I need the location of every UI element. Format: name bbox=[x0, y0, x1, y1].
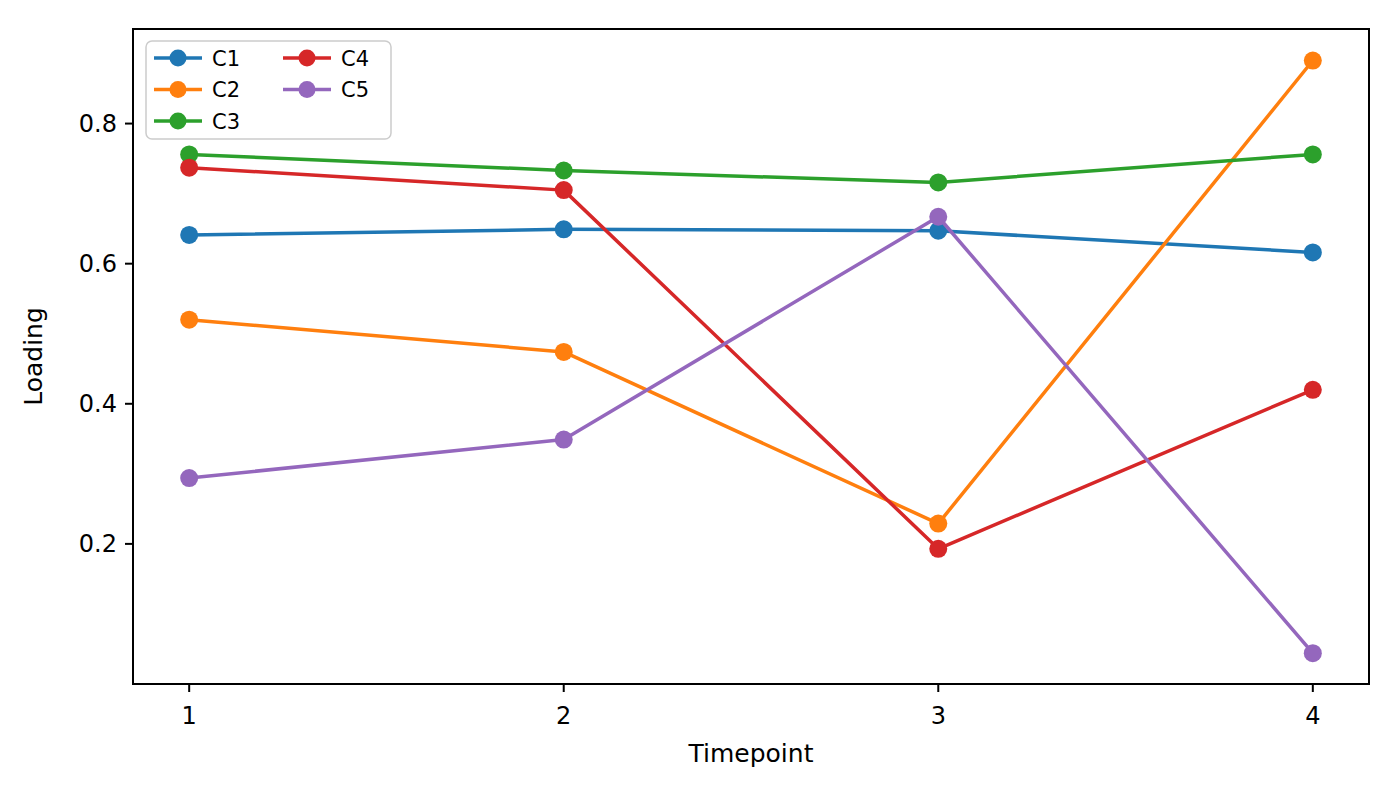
data-point-c1-t2 bbox=[555, 220, 573, 238]
data-point-c3-t4 bbox=[1304, 145, 1322, 163]
data-point-c5-t4 bbox=[1304, 644, 1322, 662]
series-line-c4 bbox=[189, 168, 1313, 549]
data-point-c3-t3 bbox=[929, 173, 947, 191]
loading-by-timepoint-chart: 1 2 3 4 0.2 0.4 0.6 0.8 Timepoint Loading C1 C2 C3 C4… bbox=[0, 0, 1400, 800]
series-line-c5 bbox=[189, 217, 1313, 653]
data-point-c2-t2 bbox=[555, 343, 573, 361]
data-point-c1-t4 bbox=[1304, 243, 1322, 261]
legend: C1 C2 C3 C4 C5 bbox=[146, 41, 391, 139]
x-tick-label: 2 bbox=[556, 702, 571, 730]
data-point-c1-t1 bbox=[180, 226, 198, 244]
data-point-c5-t3 bbox=[929, 208, 947, 226]
y-tick-label: 0.4 bbox=[79, 390, 117, 418]
line-chart-figure: 1 2 3 4 0.2 0.4 0.6 0.8 Timepoint Loading C1 C2 C3 C4… bbox=[0, 0, 1400, 800]
legend-swatch-marker bbox=[170, 81, 187, 98]
series-line-c1 bbox=[189, 229, 1313, 252]
y-tick-label: 0.2 bbox=[79, 530, 117, 558]
x-tick-label: 4 bbox=[1305, 702, 1320, 730]
data-point-c4-t2 bbox=[555, 181, 573, 199]
legend-label: C4 bbox=[341, 47, 369, 71]
legend-swatch-marker bbox=[170, 50, 187, 67]
x-tick-label: 3 bbox=[931, 702, 946, 730]
legend-label: C1 bbox=[212, 47, 240, 71]
legend-swatch-marker bbox=[170, 113, 187, 130]
data-point-c4-t1 bbox=[180, 159, 198, 177]
x-axis-label: Timepoint bbox=[688, 739, 814, 768]
data-point-c3-t2 bbox=[555, 162, 573, 180]
legend-label: C2 bbox=[212, 78, 240, 102]
legend-label: C3 bbox=[212, 110, 240, 134]
legend-swatch-marker bbox=[299, 81, 316, 98]
data-point-c5-t1 bbox=[180, 469, 198, 487]
y-axis-label: Loading bbox=[19, 307, 48, 406]
y-tick-label: 0.8 bbox=[79, 110, 117, 138]
data-point-c4-t4 bbox=[1304, 381, 1322, 399]
y-tick-label: 0.6 bbox=[79, 250, 117, 278]
data-point-c5-t2 bbox=[555, 431, 573, 449]
data-point-c2-t1 bbox=[180, 311, 198, 329]
legend-swatch-marker bbox=[299, 50, 316, 67]
data-point-c2-t3 bbox=[929, 515, 947, 533]
legend-label: C5 bbox=[341, 78, 369, 102]
x-tick-label: 1 bbox=[182, 702, 197, 730]
data-point-c2-t4 bbox=[1304, 52, 1322, 70]
data-point-c4-t3 bbox=[929, 540, 947, 558]
